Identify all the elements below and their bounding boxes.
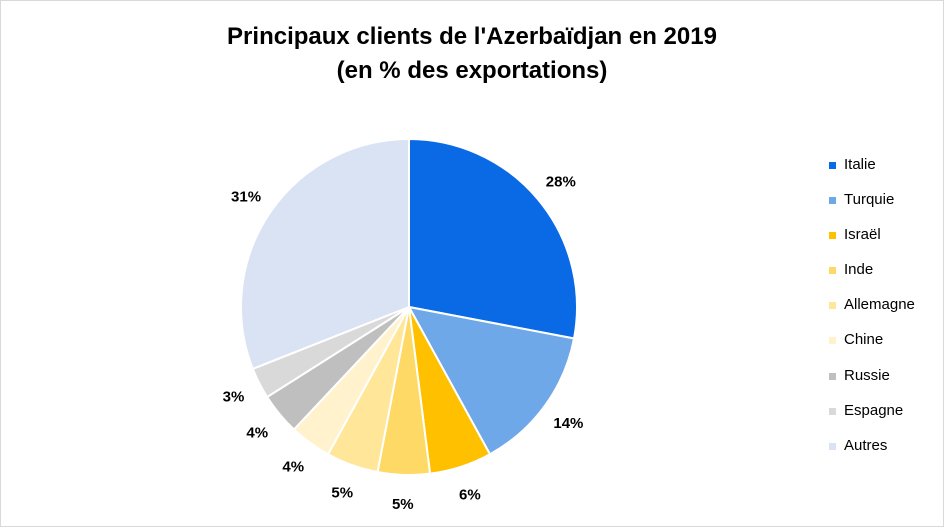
legend-swatch (829, 267, 836, 275)
data-label-italie: 28% (546, 173, 576, 190)
legend-item-chine: Chine (829, 328, 941, 363)
legend: Italie Turquie Israël Inde Allemagne Chine Rus… (829, 153, 941, 469)
data-label-allemagne: 5% (331, 484, 353, 501)
legend-item-russie: Russie (829, 364, 941, 399)
data-label-turquie: 14% (553, 415, 583, 432)
legend-item-autres: Autres (829, 434, 941, 469)
data-label-inde: 5% (392, 496, 414, 513)
data-label-chine: 4% (282, 458, 304, 475)
legend-swatch (829, 442, 836, 450)
legend-item-inde: Inde (829, 258, 941, 293)
legend-label: Turquie (844, 191, 895, 209)
legend-item-turquie: Turquie (829, 188, 941, 223)
legend-item-israel: Israël (829, 223, 941, 258)
legend-label: Allemagne (844, 296, 915, 314)
legend-label: Espagne (844, 401, 904, 419)
legend-swatch (829, 302, 836, 310)
data-label-israel: 6% (459, 486, 481, 503)
legend-label: Inde (844, 261, 874, 279)
pie-slice-autres (240, 137, 410, 371)
pie-slice-turquie (407, 305, 576, 456)
legend-swatch (829, 372, 836, 380)
legend-swatch (829, 162, 836, 169)
legend-label: Autres (844, 436, 888, 454)
legend-label: Israël (844, 226, 881, 244)
legend-swatch (829, 232, 836, 240)
legend-swatch (829, 407, 836, 415)
legend-label: Italie (844, 156, 876, 173)
data-label-espagne: 3% (223, 388, 245, 405)
chart-title: Principaux clients de l'Azerbaïdjan en 2… (227, 23, 717, 50)
legend-swatch (829, 337, 836, 345)
legend-label: Russie (844, 366, 890, 384)
pie-slice-italie (408, 137, 578, 340)
legend-label: Chine (844, 331, 884, 349)
legend-swatch (829, 197, 836, 205)
legend-item-italie: Italie (829, 153, 941, 188)
chart-subtitle: (en % des exportations) (336, 57, 608, 84)
data-label-autres: 31% (231, 188, 261, 205)
legend-item-espagne: Espagne (829, 399, 941, 434)
data-label-russie: 4% (246, 425, 268, 442)
legend-item-allemagne: Allemagne (829, 293, 941, 328)
